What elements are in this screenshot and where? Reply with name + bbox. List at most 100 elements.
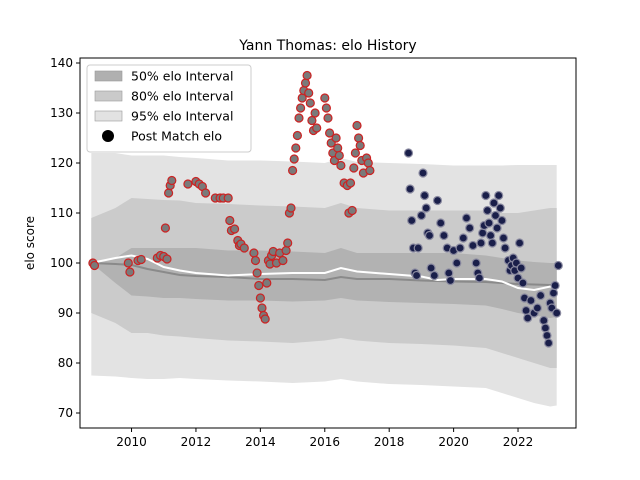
legend: 50% elo Interval 80% elo Interval 95% elo … xyxy=(86,64,252,153)
data-point-series-0 xyxy=(292,130,302,141)
data-point-series-1 xyxy=(550,280,560,291)
median-line xyxy=(91,262,557,287)
data-point-series-0 xyxy=(260,314,270,324)
data-point-series-1 xyxy=(405,184,415,194)
x-tick-label: 2018 xyxy=(374,435,405,449)
y-tick-label: 140 xyxy=(50,56,73,70)
data-point-series-0 xyxy=(123,258,133,268)
data-point-series-1 xyxy=(490,210,501,221)
data-point-series-0 xyxy=(281,245,291,256)
data-point-series-0 xyxy=(325,128,335,138)
legend-swatch xyxy=(94,110,123,122)
data-point-series-0 xyxy=(286,203,296,213)
data-point-series-0 xyxy=(162,254,172,264)
y-tick-label: 80 xyxy=(58,356,73,370)
data-point-series-0 xyxy=(305,98,315,108)
data-point-series-0 xyxy=(363,158,373,168)
data-point-series-1 xyxy=(495,203,505,213)
data-point-series-1 xyxy=(476,238,486,248)
data-point-series-0 xyxy=(289,154,299,164)
post-match-points xyxy=(88,70,563,348)
data-point-series-1 xyxy=(455,243,465,253)
data-point-series-0 xyxy=(352,120,362,131)
data-point-series-1 xyxy=(452,258,462,268)
data-point-series-0 xyxy=(321,103,331,113)
data-point-series-1 xyxy=(514,238,525,248)
y-tick-label: 110 xyxy=(50,206,73,220)
data-point-series-1 xyxy=(407,215,417,226)
data-point-series-0 xyxy=(262,278,272,288)
data-point-series-0 xyxy=(278,255,288,266)
data-point-series-0 xyxy=(331,133,341,143)
y-tick-label: 120 xyxy=(50,156,73,170)
data-point-series-1 xyxy=(494,190,504,201)
y-tick-label: 70 xyxy=(58,406,73,420)
data-point-series-1 xyxy=(416,210,426,221)
data-point-series-1 xyxy=(521,305,531,316)
data-point-series-0 xyxy=(89,260,100,271)
y-axis-label: elo score xyxy=(23,216,37,270)
data-point-series-0 xyxy=(225,215,235,226)
data-point-series-0 xyxy=(304,88,314,98)
data-point-series-1 xyxy=(436,218,446,228)
data-point-series-1 xyxy=(413,243,423,253)
y-tick-label: 130 xyxy=(50,106,73,120)
legend-swatch xyxy=(94,70,123,82)
data-point-series-0 xyxy=(365,165,375,176)
data-point-series-0 xyxy=(288,165,298,176)
data-point-series-1 xyxy=(461,213,472,223)
data-point-series-0 xyxy=(296,103,306,113)
data-point-series-1 xyxy=(445,275,455,286)
data-point-series-1 xyxy=(474,273,484,283)
mean-line xyxy=(91,254,558,292)
data-point-series-1 xyxy=(420,190,430,201)
y-axis: 70 80 90 100 110 120 130 140 xyxy=(50,56,80,420)
data-point-series-1 xyxy=(500,243,510,253)
data-point-series-1 xyxy=(421,203,431,213)
data-point-series-1 xyxy=(489,198,499,208)
data-point-series-0 xyxy=(283,238,293,248)
x-tick-label: 2020 xyxy=(438,435,469,449)
data-point-series-1 xyxy=(523,313,533,323)
data-point-series-0 xyxy=(160,223,170,233)
data-point-series-0 xyxy=(230,224,240,234)
data-point-series-1 xyxy=(481,190,491,201)
data-point-series-1 xyxy=(539,315,549,326)
data-point-series-1 xyxy=(424,230,435,241)
x-tick-label: 2014 xyxy=(245,435,276,449)
x-axis: 2010 2012 2014 2016 2018 2020 2022 xyxy=(116,428,533,449)
data-point-series-1 xyxy=(552,308,562,318)
data-point-series-0 xyxy=(300,78,311,88)
data-point-series-1 xyxy=(498,233,509,243)
data-point-series-1 xyxy=(548,288,559,298)
data-point-series-1 xyxy=(492,223,502,233)
data-point-series-1 xyxy=(403,148,414,158)
data-point-series-0 xyxy=(334,150,344,161)
y-tick-label: 90 xyxy=(58,306,73,320)
data-point-series-0 xyxy=(345,178,356,188)
data-point-series-0 xyxy=(223,193,233,203)
data-point-series-1 xyxy=(532,303,543,313)
data-point-series-0 xyxy=(347,205,357,216)
legend-swatch xyxy=(94,90,123,102)
data-point-series-1 xyxy=(468,240,478,251)
band-50 xyxy=(91,248,557,318)
data-point-series-1 xyxy=(444,268,454,278)
data-point-series-1 xyxy=(418,168,428,178)
data-point-series-0 xyxy=(294,113,304,123)
data-point-series-0 xyxy=(183,179,193,189)
data-point-series-1 xyxy=(535,290,546,301)
data-point-series-1 xyxy=(465,223,475,233)
data-point-series-0 xyxy=(125,267,135,277)
x-tick-label: 2010 xyxy=(116,435,147,449)
data-point-series-0 xyxy=(249,248,259,258)
data-point-series-1 xyxy=(458,233,468,243)
data-point-series-1 xyxy=(540,323,551,333)
chart-title: Yann Thomas: elo History xyxy=(238,38,416,54)
data-point-series-1 xyxy=(487,238,497,248)
data-point-series-1 xyxy=(429,270,439,281)
data-point-series-1 xyxy=(482,205,492,216)
data-point-series-0 xyxy=(239,243,249,253)
data-point-series-1 xyxy=(553,260,563,271)
